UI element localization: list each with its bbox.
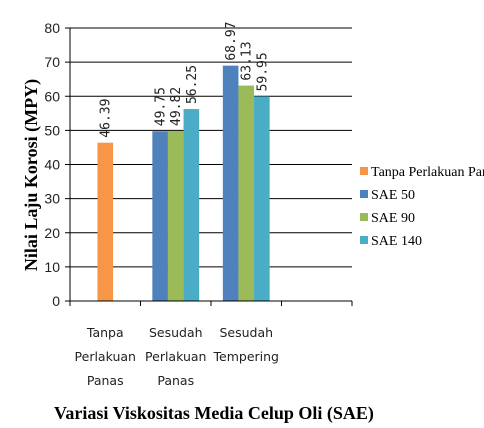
bar — [222, 65, 239, 301]
bar — [97, 142, 114, 301]
bar — [167, 130, 184, 301]
data-label: 59.95 — [255, 52, 270, 91]
legend-label: Tanpa Perlakuan Panas — [371, 165, 484, 180]
data-label: 63.13 — [240, 41, 255, 80]
y-tick-label: 50 — [44, 122, 60, 138]
data-label: 56.25 — [185, 65, 200, 104]
legend-swatch — [360, 167, 368, 175]
y-tick-label: 20 — [44, 225, 60, 241]
legend-swatch — [360, 236, 368, 244]
data-label: 49.82 — [169, 87, 184, 126]
x-tick-label: Tempering — [213, 349, 279, 364]
legend-label: SAE 90 — [371, 211, 415, 226]
bar — [152, 131, 168, 301]
y-tick-label: 30 — [44, 191, 60, 207]
legend-swatch — [360, 190, 368, 198]
data-label: 49.75 — [154, 87, 169, 126]
y-tick-label: 60 — [44, 88, 60, 104]
x-tick-label: Sesudah — [219, 325, 273, 340]
x-tick-label: Sesudah — [149, 325, 203, 340]
y-axis-title: Nilai Laju Korosi (MPY) — [21, 79, 42, 271]
data-label: 68.97 — [224, 21, 239, 60]
x-tick-label: Panas — [87, 373, 124, 388]
y-tick-label: 40 — [44, 157, 60, 173]
x-axis-title: Variasi Viskositas Media Celup Oli (SAE) — [54, 403, 374, 424]
x-tick-label: Tanpa — [86, 325, 124, 340]
x-tick-label: Perlakuan — [145, 349, 206, 364]
data-label: 46.39 — [99, 99, 114, 138]
bar — [183, 109, 200, 301]
legend: Tanpa Perlakuan Panas SAE 50 SAE 90 SAE 140 — [360, 165, 484, 249]
y-tick-label: 70 — [44, 54, 60, 70]
x-tick-label: Perlakuan — [75, 349, 136, 364]
axes: 0 10 20 30 40 50 60 70 80 Tanpa Perlakuan Panas Sesu… — [44, 20, 353, 388]
legend-swatch — [360, 213, 368, 221]
gridlines — [70, 27, 352, 268]
legend-label: SAE 50 — [371, 188, 415, 203]
y-tick-label: 80 — [44, 20, 60, 36]
bar — [254, 96, 270, 301]
bar — [238, 85, 255, 301]
y-tick-label: 10 — [44, 259, 60, 275]
bars — [97, 65, 270, 301]
x-tick-label: Panas — [157, 373, 194, 388]
legend-label: SAE 140 — [371, 234, 422, 249]
y-tick-label: 0 — [52, 293, 60, 309]
